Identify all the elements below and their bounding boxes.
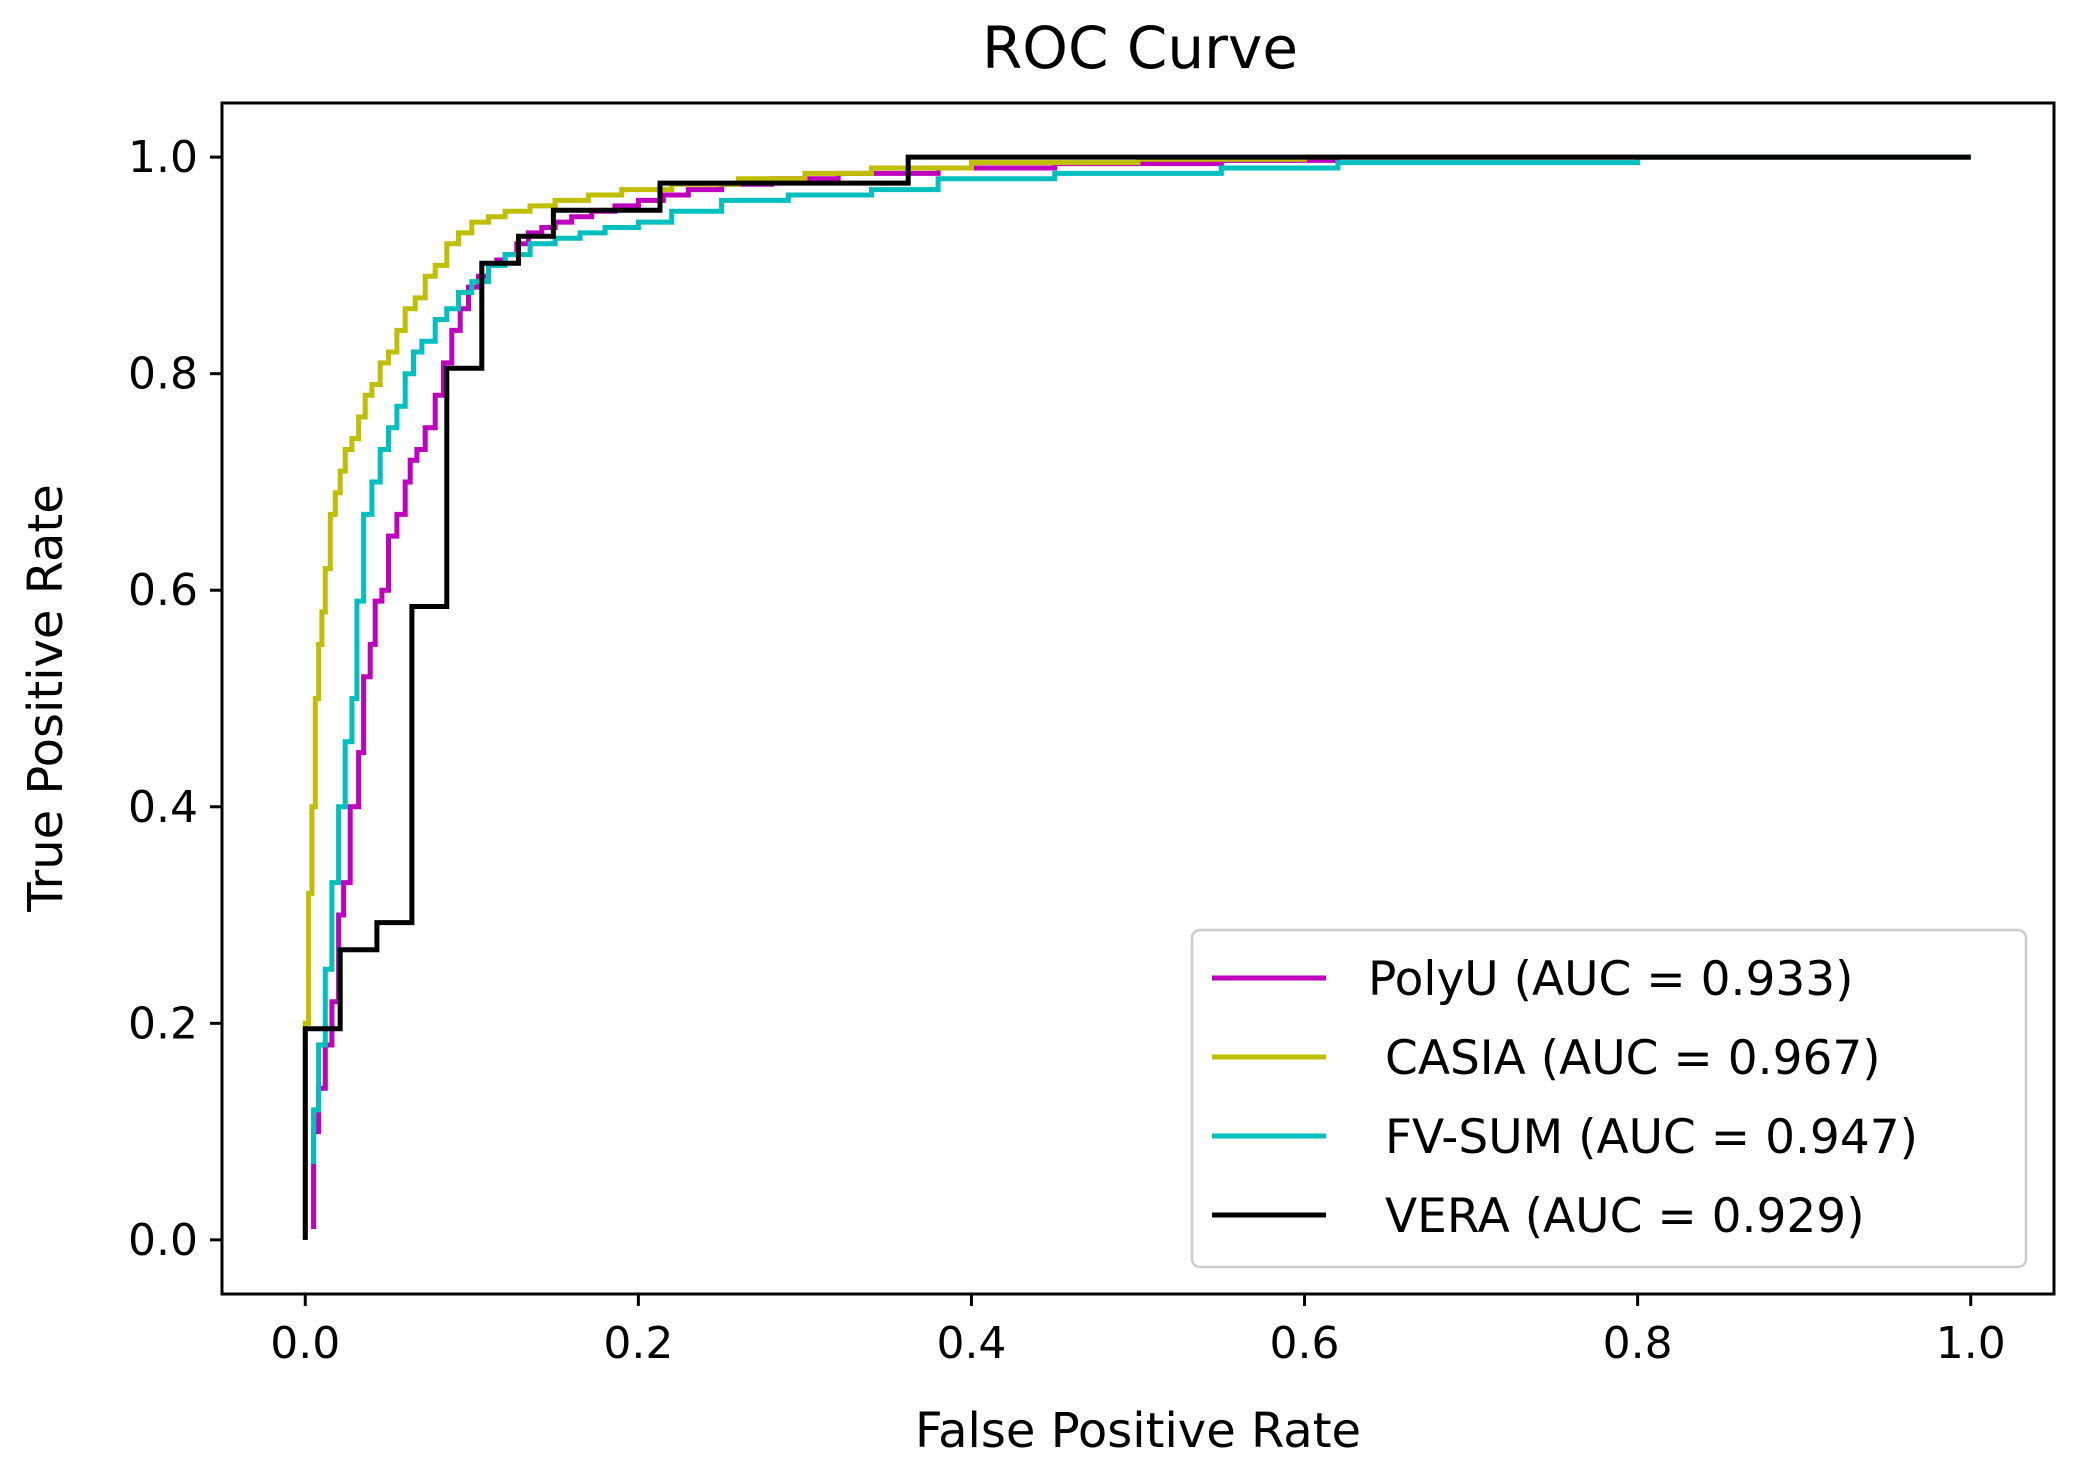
series-line-2: [311, 154, 1971, 1165]
legend: PolyU (AUC = 0.933) CASIA (AUC = 0.967) FV…: [1190, 928, 2028, 1269]
x-tick-label: 0.6: [1270, 1318, 1340, 1369]
plot-frame: [220, 101, 2056, 1296]
legend-label-3: VERA (AUC = 0.929): [1385, 1189, 1865, 1244]
y-tick-label: 0.2: [128, 998, 198, 1049]
legend-label-0: PolyU (AUC = 0.933): [1368, 952, 1854, 1007]
y-tick-label: 0.4: [128, 782, 198, 833]
y-tick-label: 1.0: [128, 132, 198, 183]
x-tick-label: 1.0: [1936, 1318, 2006, 1369]
legend-frame: [1190, 928, 2028, 1269]
y-axis-title: True Positive Rate: [18, 484, 74, 913]
x-axis-title: False Positive Rate: [915, 1403, 1361, 1459]
legend-label-1: CASIA (AUC = 0.967): [1385, 1031, 1881, 1086]
x-tick-label: 0.2: [603, 1318, 673, 1369]
y-tick-label: 0.0: [128, 1215, 198, 1266]
x-tick-label: 0.4: [936, 1318, 1006, 1369]
x-tick-label: 0.8: [1603, 1318, 1673, 1369]
legend-label-2: FV-SUM (AUC = 0.947): [1385, 1110, 1918, 1165]
x-axis: 0.0 0.2 0.4 0.6 0.8 1.0: [270, 1294, 2006, 1369]
y-tick-label: 0.8: [128, 349, 198, 400]
series-line-0: [311, 154, 1971, 1229]
y-axis: 0.0 0.2 0.4 0.6 0.8 1.0: [128, 132, 222, 1266]
series-line-3: [302, 154, 1971, 1240]
chart-title: ROC Curve: [982, 14, 1298, 82]
x-tick-label: 0.0: [270, 1318, 340, 1369]
y-tick-label: 0.6: [128, 565, 198, 616]
series-group: [302, 154, 1971, 1240]
